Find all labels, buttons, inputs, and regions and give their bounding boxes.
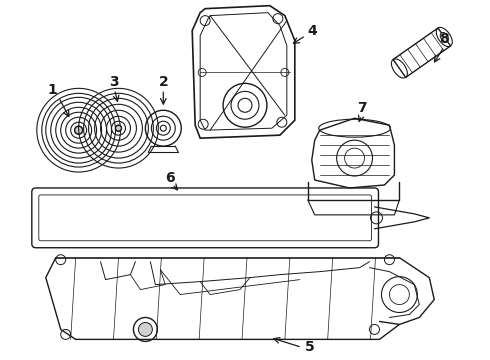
Circle shape bbox=[116, 125, 122, 131]
Text: 5: 5 bbox=[305, 340, 315, 354]
Circle shape bbox=[138, 323, 152, 336]
Text: 3: 3 bbox=[109, 75, 118, 89]
Text: 4: 4 bbox=[308, 23, 318, 37]
Text: 7: 7 bbox=[357, 101, 367, 115]
Text: 2: 2 bbox=[158, 75, 168, 89]
Ellipse shape bbox=[440, 32, 448, 41]
Text: 6: 6 bbox=[166, 171, 175, 185]
Text: 8: 8 bbox=[440, 32, 449, 46]
Text: 1: 1 bbox=[48, 84, 58, 97]
Circle shape bbox=[74, 126, 83, 134]
